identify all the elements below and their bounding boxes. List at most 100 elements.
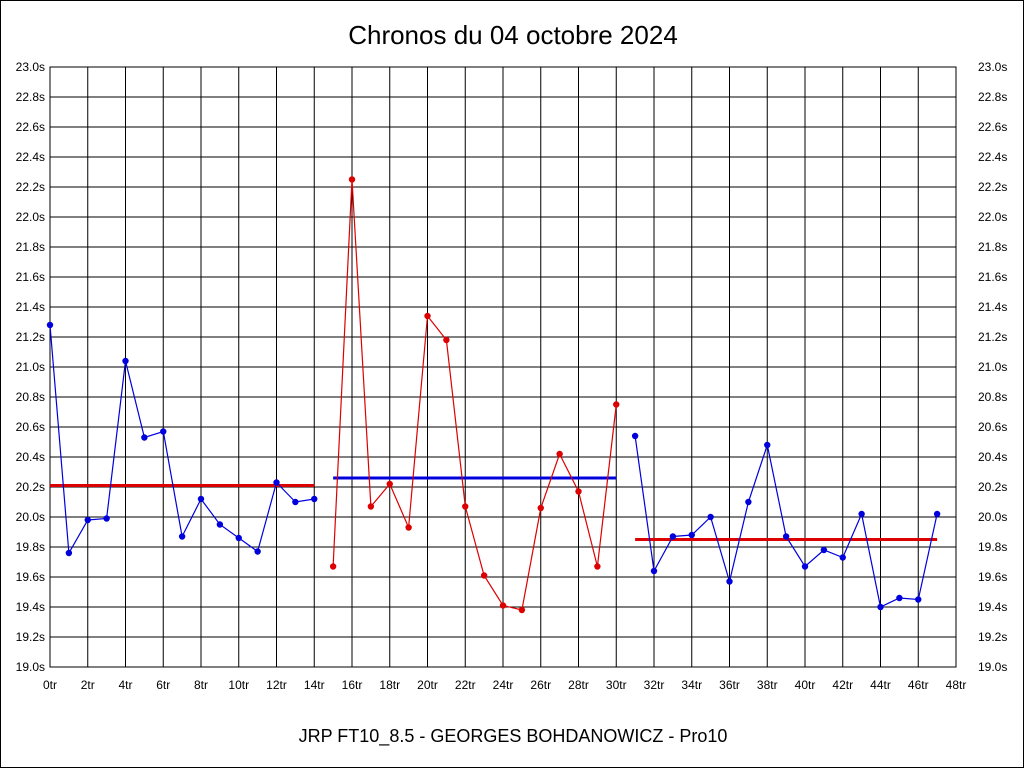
x-tick-label: 14tr	[304, 678, 325, 692]
x-tick-label: 30tr	[606, 678, 627, 692]
data-point	[631, 432, 639, 440]
data-point	[235, 534, 242, 542]
y-tick-label-left: 19.8s	[16, 540, 45, 554]
x-tick-label: 42tr	[832, 678, 853, 692]
x-tick-label: 18tr	[379, 678, 400, 692]
y-tick-label-left: 19.6s	[16, 570, 45, 584]
data-point	[443, 336, 450, 344]
data-point	[782, 533, 790, 540]
y-tick-label-left: 21.2s	[16, 330, 45, 344]
y-tick-label-right: 21.6s	[978, 270, 1007, 284]
y-tick-label-right: 21.4s	[978, 300, 1007, 314]
data-point	[707, 513, 714, 521]
y-axis-right: 19.0s 19.2s 19.4s 19.6s 19.8s 20.0s 20.2s 20.4s…	[978, 60, 1007, 674]
x-tick-label: 38tr	[757, 678, 778, 692]
series-line	[332, 179, 617, 611]
x-tick-label: 0tr	[43, 678, 57, 692]
y-tick-label-left: 22.0s	[16, 210, 45, 224]
x-tick-label: 36tr	[719, 678, 740, 692]
y-tick-label-left: 19.2s	[16, 630, 45, 644]
data-point	[480, 572, 488, 579]
data-point	[122, 357, 129, 365]
y-tick-label-left: 23.0s	[16, 60, 45, 74]
x-tick-label: 28tr	[568, 678, 589, 692]
y-tick-label-left: 21.8s	[16, 240, 45, 254]
x-tick-label: 32tr	[644, 678, 665, 692]
data-point	[65, 549, 73, 557]
data-point	[329, 563, 337, 570]
data-point	[839, 554, 846, 561]
y-tick-label-left: 21.4s	[16, 300, 45, 314]
y-tick-label-right: 19.0s	[978, 660, 1007, 674]
data-point	[424, 312, 431, 320]
x-tick-label: 34tr	[681, 678, 702, 692]
y-tick-label-right: 20.8s	[978, 390, 1007, 404]
x-axis: 0tr 2tr 4tr 6tr 8tr 10tr 12tr 14tr 16tr 18tr 20tr 2…	[43, 678, 966, 692]
data-point	[254, 548, 261, 555]
y-tick-label-left: 20.2s	[16, 480, 45, 494]
y-tick-label-left: 19.4s	[16, 600, 45, 614]
data-point	[669, 533, 677, 540]
y-tick-label-right: 19.2s	[978, 630, 1007, 644]
data-point	[745, 498, 752, 506]
data-point	[933, 510, 941, 518]
data-point	[160, 428, 167, 435]
y-axis-left: 19.0s 19.2s 19.4s 19.6s 19.8s 20.0s 20.2s 20.4s…	[16, 60, 45, 674]
data-point	[405, 524, 412, 531]
data-point	[537, 504, 544, 512]
y-tick-label-left: 20.0s	[16, 510, 45, 524]
y-tick-label-right: 19.8s	[978, 540, 1007, 554]
data-point	[216, 521, 224, 528]
chart-title: Chronos du 04 octobre 2024	[348, 20, 678, 50]
y-tick-label-left: 22.2s	[16, 180, 45, 194]
x-tick-label: 48tr	[946, 678, 967, 692]
y-tick-label-right: 19.6s	[978, 570, 1007, 584]
x-tick-label: 40tr	[795, 678, 816, 692]
y-tick-label-right: 21.2s	[978, 330, 1007, 344]
x-tick-label: 8tr	[194, 678, 208, 692]
data-point	[178, 533, 186, 540]
y-tick-label-right: 20.2s	[978, 480, 1007, 494]
y-tick-label-right: 22.8s	[978, 90, 1007, 104]
y-tick-label-left: 22.4s	[16, 150, 45, 164]
data-point	[820, 546, 828, 554]
series	[46, 176, 941, 614]
x-tick-label: 22tr	[455, 678, 476, 692]
data-point	[801, 563, 809, 570]
y-tick-label-right: 20.6s	[978, 420, 1007, 434]
plot-area	[49, 66, 957, 668]
y-tick-label-right: 22.4s	[978, 150, 1007, 164]
data-point	[518, 606, 526, 614]
data-point	[764, 441, 771, 449]
y-tick-label-right: 22.6s	[978, 120, 1007, 134]
x-tick-label: 44tr	[870, 678, 891, 692]
x-tick-label: 6tr	[156, 678, 170, 692]
data-point	[726, 578, 733, 585]
x-tick-label: 26tr	[530, 678, 551, 692]
y-tick-label-left: 19.0s	[16, 660, 45, 674]
data-point	[915, 596, 922, 603]
data-point	[367, 503, 375, 510]
series-line	[634, 435, 938, 608]
x-tick-label: 12tr	[266, 678, 287, 692]
data-point	[141, 434, 148, 441]
x-tick-label: 10tr	[228, 678, 249, 692]
y-tick-label-right: 20.4s	[978, 450, 1007, 464]
x-tick-label: 2tr	[81, 678, 95, 692]
y-tick-label-left: 20.4s	[16, 450, 45, 464]
data-point	[877, 603, 884, 611]
y-tick-label-left: 22.6s	[16, 120, 45, 134]
data-point	[311, 495, 318, 503]
y-tick-label-right: 23.0s	[978, 60, 1007, 74]
data-point	[556, 450, 563, 458]
y-tick-label-right: 22.2s	[978, 180, 1007, 194]
x-tick-label: 4tr	[118, 678, 132, 692]
data-point	[103, 515, 110, 522]
data-point	[46, 321, 54, 329]
data-point	[197, 495, 205, 503]
y-tick-label-left: 21.6s	[16, 270, 45, 284]
x-tick-label: 46tr	[908, 678, 929, 692]
chart-footer: JRP FT10_8.5 - GEORGES BOHDANOWICZ - Pro…	[299, 726, 728, 747]
